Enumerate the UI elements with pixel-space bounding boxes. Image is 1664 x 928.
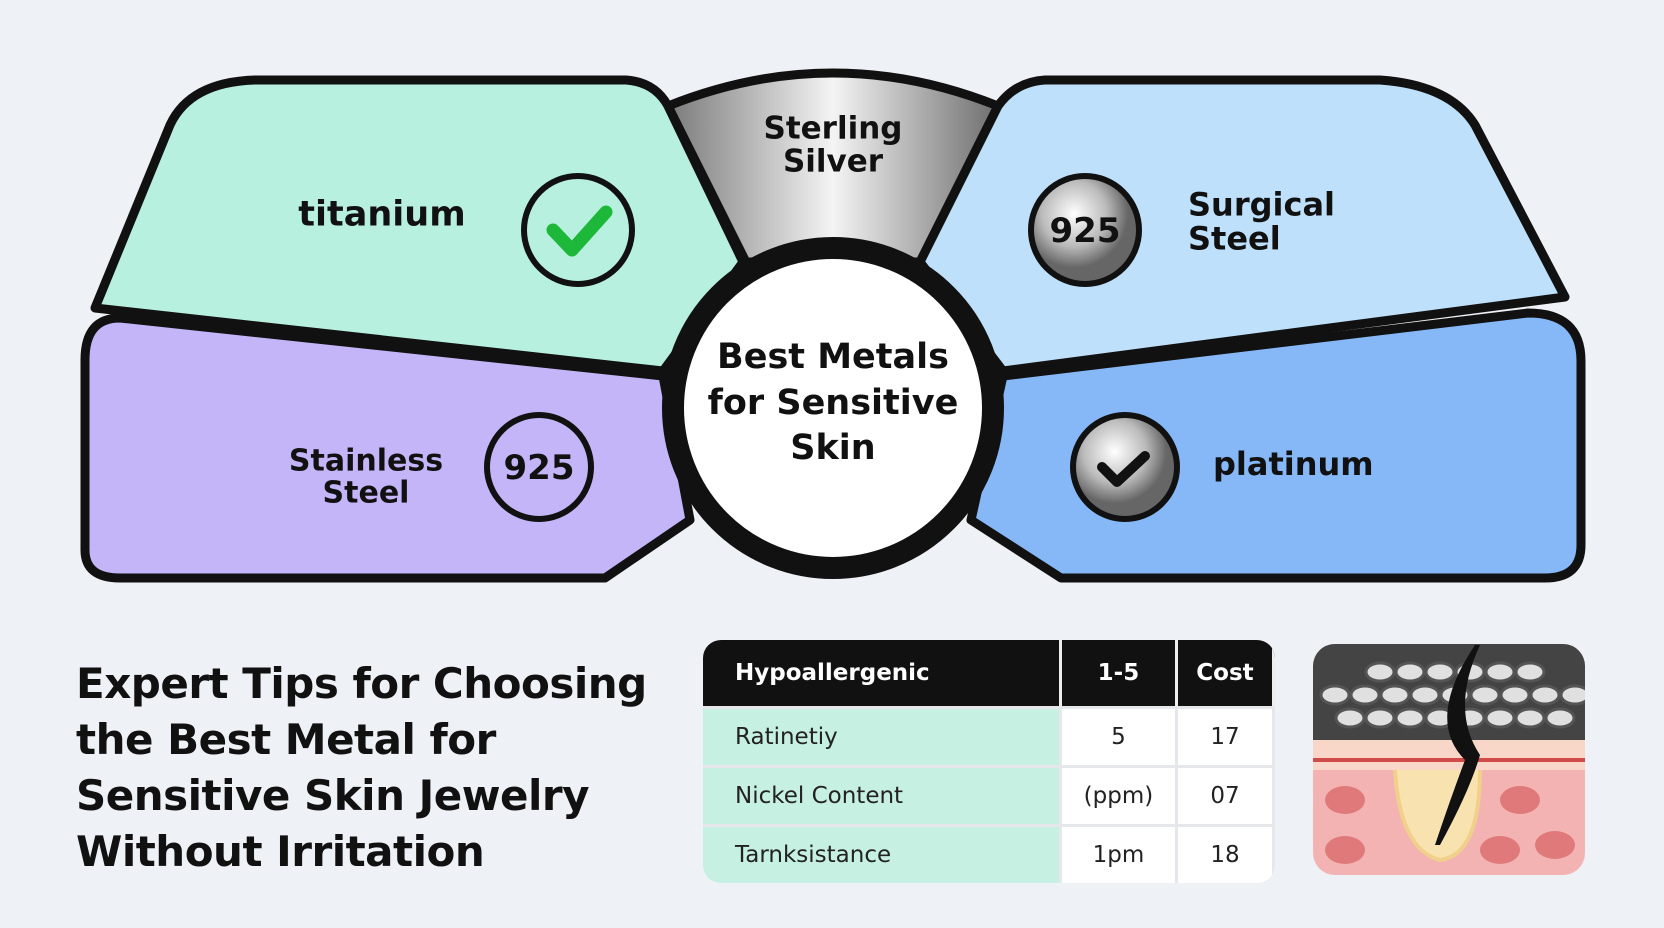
badge [484,412,594,522]
table-header: Hypoallergenic 1-5 Cost [703,640,1275,706]
check-badge [521,173,635,287]
cell: 07 [1177,765,1275,824]
headline: Expert Tips for Choosing the Best Metal … [76,659,647,876]
cell: Tarnksistance [703,824,1062,883]
center-circle [662,237,1004,579]
cell: 18 [1177,824,1275,883]
badge-label: 925 [503,448,575,489]
segment-label: titanium [298,194,466,235]
center-label: Best Metals for Sensitive Skin [707,336,959,468]
table-row: Nickel Content (ppm) 07 [703,765,1275,824]
cell: Ratinetiy [703,706,1062,765]
segment-label: Surgical Steel [1188,185,1336,257]
header-cell: Hypoallergenic [703,640,1062,706]
segment-shape [915,75,1570,376]
segment-label: platinum [1213,445,1374,484]
badge-label: 925 [1049,211,1121,252]
table-row: Tarnksistance 1pm 18 [703,824,1275,883]
segment-shape [90,75,748,376]
comparison-table: Hypoallergenic 1-5 Cost Ratinetiy 5 17 Nic… [703,640,1275,883]
check-badge [1070,412,1180,522]
cell: (ppm) [1061,765,1178,824]
cell: Nickel Content [703,765,1062,824]
table-row: Ratinetiy 5 17 [703,706,1275,765]
cell: 5 [1061,706,1178,765]
segment-label: Sterling Silver [763,110,903,179]
segment-label: Stainless Steel [288,443,444,510]
check-icon [546,205,613,257]
cell: 1pm [1061,824,1178,883]
cell: 17 [1177,706,1275,765]
header-cell: Cost [1177,640,1275,706]
badge [1028,173,1142,287]
check-icon [1097,451,1150,487]
skin-illustration [1313,644,1585,875]
header-cell: 1-5 [1061,640,1178,706]
